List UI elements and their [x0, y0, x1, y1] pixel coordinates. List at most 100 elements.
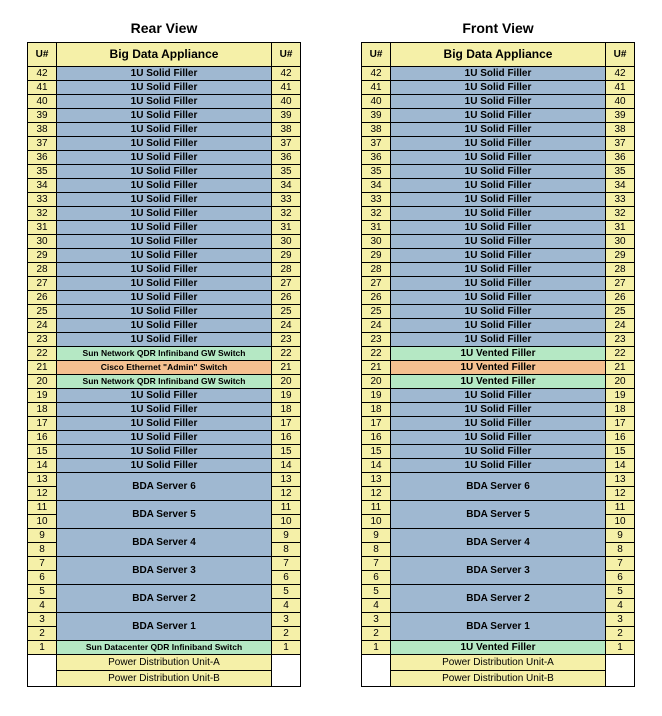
- rack-row: 311U Solid Filler31: [28, 221, 301, 235]
- rack-row: 411U Solid Filler41: [362, 81, 635, 95]
- front-view-rack: Front ViewU#Big Data ApplianceU#421U Sol…: [361, 20, 635, 687]
- rack-row: 141U Solid Filler14: [28, 459, 301, 473]
- slot-label: 1U Solid Filler: [57, 137, 272, 151]
- rack-row: 291U Solid Filler29: [362, 249, 635, 263]
- u-number-right: 17: [272, 417, 301, 431]
- u-number-left: 24: [362, 319, 391, 333]
- rack-row: 11U Vented Filler1: [362, 641, 635, 655]
- u-number-left: 38: [28, 123, 57, 137]
- u-number-left: 35: [362, 165, 391, 179]
- u-number-left: 18: [362, 403, 391, 417]
- slot-label: 1U Solid Filler: [57, 81, 272, 95]
- u-number-left: 18: [28, 403, 57, 417]
- slot-label: 1U Solid Filler: [57, 109, 272, 123]
- u-number-right: 33: [272, 193, 301, 207]
- u-number-left: 29: [28, 249, 57, 263]
- rack-row: 361U Solid Filler36: [362, 151, 635, 165]
- rack-row: 311U Solid Filler31: [362, 221, 635, 235]
- u-number-right: 8: [606, 543, 635, 557]
- u-number-right: 17: [606, 417, 635, 431]
- u-number-left: 26: [28, 291, 57, 305]
- u-number-right: 4: [272, 599, 301, 613]
- u-number-left: 40: [28, 95, 57, 109]
- rack-row: 161U Solid Filler16: [362, 431, 635, 445]
- u-number-left: 14: [28, 459, 57, 473]
- rack-row: 421U Solid Filler42: [28, 67, 301, 81]
- u-number-left: 40: [362, 95, 391, 109]
- slot-label: 1U Solid Filler: [391, 445, 606, 459]
- rack-row: 201U Vented Filler20: [362, 375, 635, 389]
- u-number-right: 9: [606, 529, 635, 543]
- u-number-right: 10: [272, 515, 301, 529]
- slot-label: 1U Solid Filler: [391, 137, 606, 151]
- slot-label: 1U Solid Filler: [391, 179, 606, 193]
- u-number-right: 23: [606, 333, 635, 347]
- rack-row: 20Sun Network QDR Infiniband GW Switch20: [28, 375, 301, 389]
- u-number-left: 13: [362, 473, 391, 487]
- rack-row: 231U Solid Filler23: [362, 333, 635, 347]
- u-number-right: 40: [272, 95, 301, 109]
- rear-view-rack: Rear ViewU#Big Data ApplianceU#421U Soli…: [27, 20, 301, 687]
- u-number-right: 13: [272, 473, 301, 487]
- slot-label: 1U Solid Filler: [391, 207, 606, 221]
- u-number-right: 30: [272, 235, 301, 249]
- rack-row: 5BDA Server 25: [28, 585, 301, 599]
- slot-label: BDA Server 4: [57, 529, 272, 557]
- u-number-left: 9: [28, 529, 57, 543]
- u-number-right: 25: [272, 305, 301, 319]
- u-number-right: 27: [606, 277, 635, 291]
- u-number-right: 25: [606, 305, 635, 319]
- slot-label: BDA Server 3: [57, 557, 272, 585]
- slot-label: BDA Server 1: [57, 613, 272, 641]
- u-number-left: 25: [28, 305, 57, 319]
- u-number-left: 21: [362, 361, 391, 375]
- u-number-left: 11: [28, 501, 57, 515]
- u-number-right: 29: [272, 249, 301, 263]
- u-number-left: 36: [362, 151, 391, 165]
- slot-label: 1U Solid Filler: [391, 109, 606, 123]
- u-number-right: 29: [606, 249, 635, 263]
- u-number-left: 5: [362, 585, 391, 599]
- u-number-left: 28: [362, 263, 391, 277]
- pdu-label: Power Distribution Unit-B: [57, 671, 272, 687]
- rack-row: 9BDA Server 49: [362, 529, 635, 543]
- u-number-left: 12: [362, 487, 391, 501]
- slot-label: 1U Solid Filler: [57, 221, 272, 235]
- u-number-right: 11: [606, 501, 635, 515]
- u-number-left: 35: [28, 165, 57, 179]
- slot-label: BDA Server 5: [57, 501, 272, 529]
- u-number-right: 6: [606, 571, 635, 585]
- u-number-left: 28: [28, 263, 57, 277]
- pdu-label: Power Distribution Unit-A: [57, 655, 272, 671]
- slot-label: 1U Solid Filler: [391, 431, 606, 445]
- u-number-left: 15: [28, 445, 57, 459]
- u-number-left: 4: [362, 599, 391, 613]
- u-number-left: 38: [362, 123, 391, 137]
- slot-label: Sun Network QDR Infiniband GW Switch: [57, 375, 272, 389]
- pdu-b-row: Power Distribution Unit-B: [28, 671, 301, 687]
- rack-row: 7BDA Server 37: [28, 557, 301, 571]
- slot-label: 1U Solid Filler: [57, 67, 272, 81]
- u-number-left: 1: [362, 641, 391, 655]
- slot-label: Sun Datacenter QDR Infiniband Switch: [57, 641, 272, 655]
- u-number-right: 36: [272, 151, 301, 165]
- u-header: U#: [362, 43, 391, 67]
- slot-label: 1U Solid Filler: [391, 151, 606, 165]
- slot-label: 1U Solid Filler: [57, 445, 272, 459]
- slot-label: 1U Solid Filler: [57, 305, 272, 319]
- rack-row: 321U Solid Filler32: [362, 207, 635, 221]
- u-number-left: 20: [28, 375, 57, 389]
- rack-row: 151U Solid Filler15: [362, 445, 635, 459]
- slot-label: Sun Network QDR Infiniband GW Switch: [57, 347, 272, 361]
- appliance-header: Big Data Appliance: [391, 43, 606, 67]
- slot-label: 1U Solid Filler: [57, 319, 272, 333]
- rack-row: 21Cisco Ethernet "Admin" Switch21: [28, 361, 301, 375]
- u-number-right: 2: [272, 627, 301, 641]
- u-number-right: 35: [272, 165, 301, 179]
- u-header: U#: [272, 43, 301, 67]
- u-number-left: 17: [28, 417, 57, 431]
- slot-label: 1U Solid Filler: [391, 459, 606, 473]
- slot-label: 1U Solid Filler: [57, 403, 272, 417]
- slot-label: 1U Solid Filler: [57, 417, 272, 431]
- rack-row: 401U Solid Filler40: [28, 95, 301, 109]
